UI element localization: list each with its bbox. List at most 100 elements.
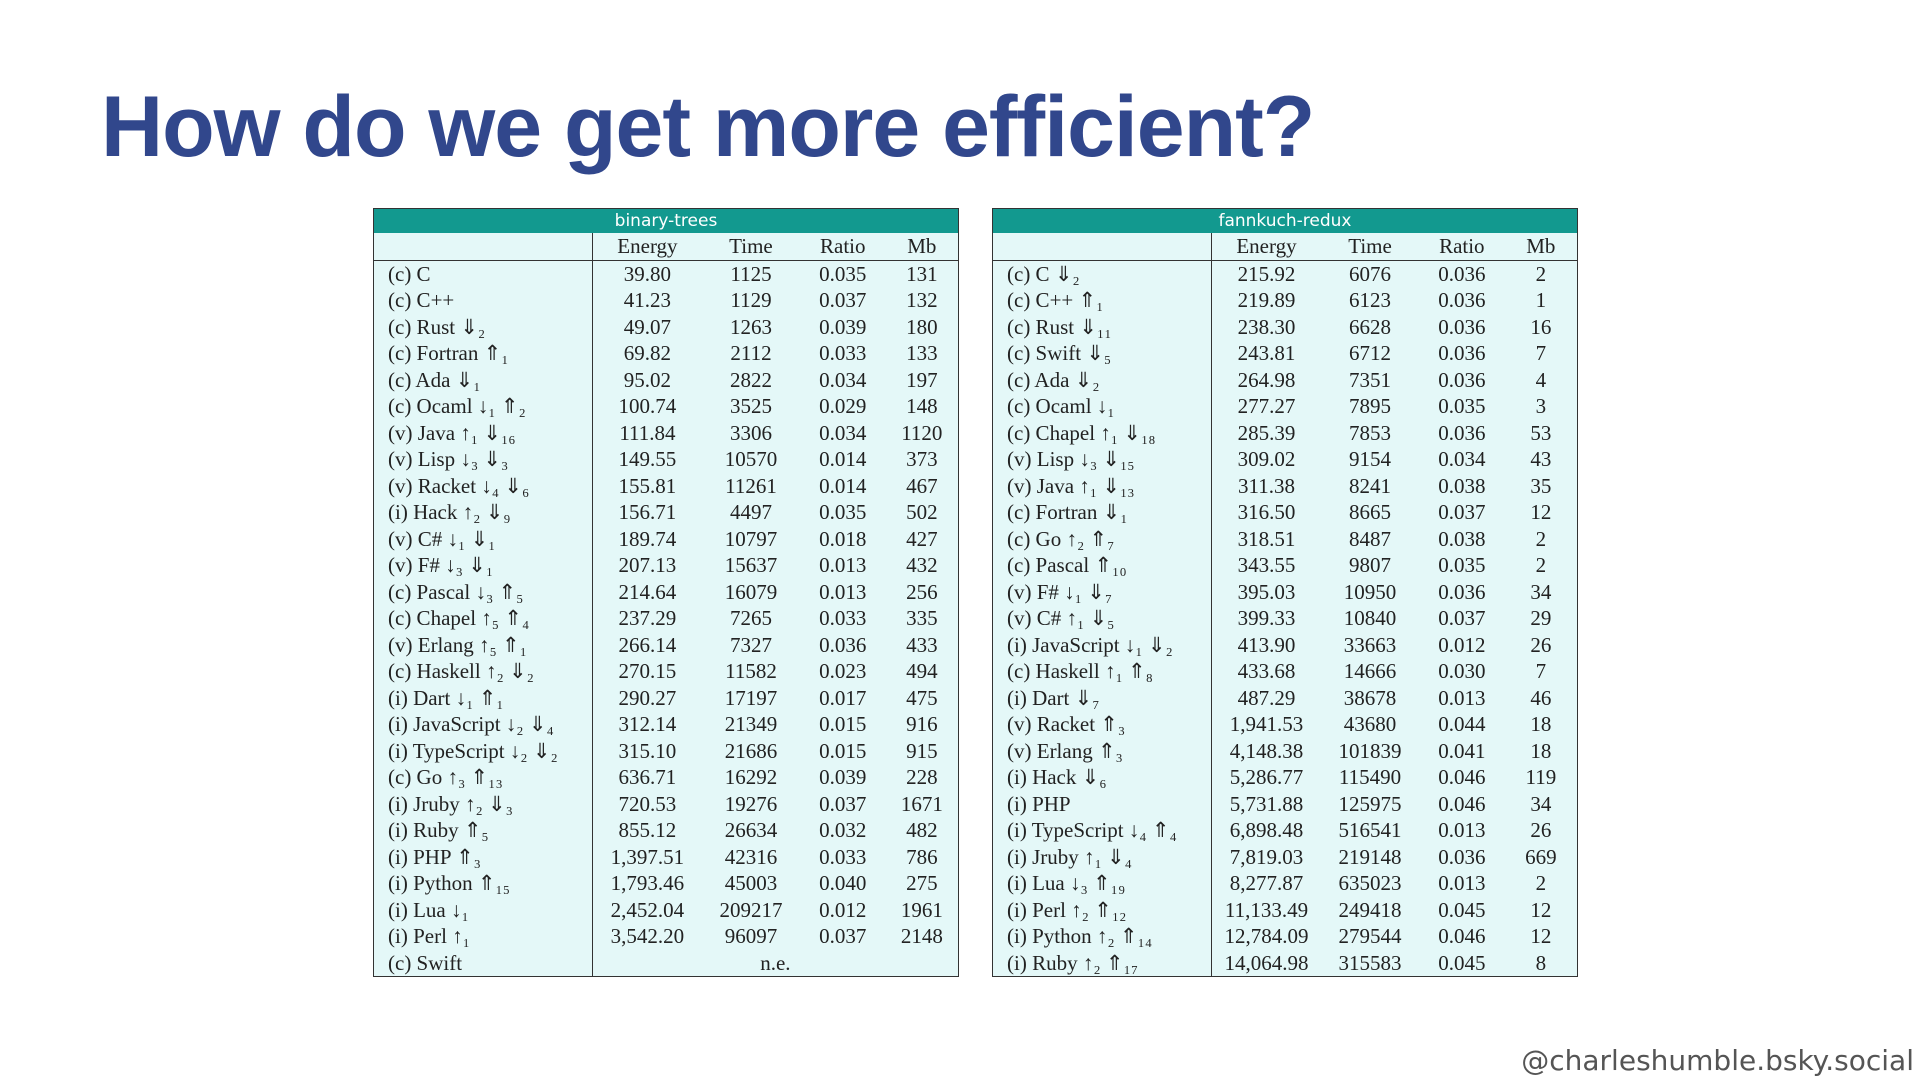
row-label: (c) C ⇓₂ <box>992 260 1212 287</box>
cell: 7,819.03 <box>1229 844 1304 869</box>
cell: 0.023 <box>819 659 867 684</box>
table-row: (c) Go ↑₃ ⇑₁₃ 636.71 16292 0.039 228 <box>373 764 959 791</box>
cell: 0.029 <box>819 394 867 419</box>
row-label: (i) JavaScript ↓₂ ⇓₄ <box>373 711 593 738</box>
cell: 3306 <box>729 420 772 445</box>
column-header: Mb <box>1504 233 1578 261</box>
cell: 2822 <box>729 367 772 392</box>
cell: 316.50 <box>1237 500 1296 525</box>
table-row: (v) Racket ⇑₃ 1,941.53 43680 0.044 18 <box>992 711 1578 738</box>
table-row: (c) Swift n.e. <box>373 949 959 977</box>
column-header: Energy <box>592 233 703 261</box>
table-row: (i) Jruby ↑₂ ⇓₃ 720.53 19276 0.037 1671 <box>373 790 959 817</box>
cell: 10840 <box>1343 606 1397 631</box>
row-label: (v) Racket ⇑₃ <box>992 711 1212 738</box>
cell: 4497 <box>729 500 772 525</box>
cell: 5,286.77 <box>1229 765 1304 790</box>
cell: 312.14 <box>618 712 677 737</box>
cell: 636.71 <box>618 765 677 790</box>
cell: 318.51 <box>1237 526 1296 551</box>
cell: 1120 <box>901 420 943 445</box>
table-row: (i) JavaScript ↓₁ ⇓₂ 413.90 33663 0.012 26 <box>992 631 1578 658</box>
cell: 9154 <box>1349 447 1392 472</box>
table-row: (c) Swift ⇓₅ 243.81 6712 0.036 7 <box>992 340 1578 367</box>
cell: 12 <box>1530 897 1552 922</box>
cell: 46 <box>1530 685 1552 710</box>
cell: 9807 <box>1349 553 1392 578</box>
cell: 7265 <box>729 606 772 631</box>
cell: 0.038 <box>1438 526 1486 551</box>
cell: 2 <box>1535 553 1547 578</box>
cell: 10797 <box>724 526 778 551</box>
cell: 0.033 <box>819 341 867 366</box>
table-row: (i) Jruby ↑₁ ⇓₄ 7,819.03 219148 0.036 669 <box>992 843 1578 870</box>
cell: 19276 <box>724 791 778 816</box>
cell: 494 <box>906 659 938 684</box>
cell: 49.07 <box>623 314 672 339</box>
cell: 4 <box>1535 367 1547 392</box>
row-label: (c) Ada ⇓₁ <box>373 366 593 393</box>
cell: 96097 <box>724 924 778 949</box>
row-label: (i) Hack ⇓₆ <box>992 764 1212 791</box>
cell: 6628 <box>1349 314 1392 339</box>
cell: 15637 <box>724 553 778 578</box>
cell: 132 <box>906 288 938 313</box>
cell: 16292 <box>724 765 778 790</box>
cell: 0.032 <box>819 818 867 843</box>
table-row: (i) Ruby ⇑₅ 855.12 26634 0.032 482 <box>373 817 959 844</box>
cell: 0.036 <box>819 632 867 657</box>
caption-row: fannkuch-redux <box>992 208 1578 233</box>
cell: 467 <box>906 473 938 498</box>
cell: 237.29 <box>618 606 677 631</box>
cell: 264.98 <box>1237 367 1296 392</box>
row-label: (i) TypeScript ↓₄ ⇑₄ <box>992 817 1212 844</box>
cell: 0.037 <box>1438 500 1486 525</box>
cell: 219.89 <box>1237 288 1296 313</box>
header-row: Energy Time Ratio Mb <box>992 233 1578 261</box>
row-label: (v) C# ↓₁ ⇓₁ <box>373 525 593 552</box>
table-row: (i) Python ↑₂ ⇑₁₄ 12,784.09 279544 0.046 12 <box>992 923 1578 950</box>
table-row: (c) Ada ⇓₁ 95.02 2822 0.034 197 <box>373 366 959 393</box>
cell: 373 <box>906 447 938 472</box>
cell: 26 <box>1530 818 1552 843</box>
cell: 16 <box>1530 314 1552 339</box>
table-row: (v) Racket ↓₄ ⇓₆ 155.81 11261 0.014 467 <box>373 472 959 499</box>
row-label: (i) Dart ⇓₇ <box>992 684 1212 711</box>
table-row: (c) Pascal ⇑₁₀ 343.55 9807 0.035 2 <box>992 552 1578 579</box>
cell: 219148 <box>1338 844 1402 869</box>
cell: 0.014 <box>819 447 867 472</box>
row-label: (i) Jruby ↑₁ ⇓₄ <box>992 843 1212 870</box>
cell: 0.013 <box>1438 685 1486 710</box>
cell: 6123 <box>1349 288 1392 313</box>
cell: 315.10 <box>618 738 677 763</box>
row-label: (i) Hack ↑₂ ⇓₉ <box>373 499 593 526</box>
cell: 100.74 <box>618 394 677 419</box>
cell: 2112 <box>730 341 772 366</box>
table-row: (c) Chapel ↑₅ ⇑₄ 237.29 7265 0.033 335 <box>373 605 959 632</box>
row-label: (v) Erlang ⇑₃ <box>992 737 1212 764</box>
table-row: (c) Go ↑₂ ⇑₇ 318.51 8487 0.038 2 <box>992 525 1578 552</box>
slide-title: How do we get more efficient? <box>101 79 1315 175</box>
cell: 228 <box>906 765 938 790</box>
cell: 290.27 <box>618 685 677 710</box>
cell: 502 <box>906 500 938 525</box>
cell: 8,277.87 <box>1229 871 1304 896</box>
cell: 0.015 <box>819 738 867 763</box>
cell: 14,064.98 <box>1224 950 1309 975</box>
cell: 0.036 <box>1438 288 1486 313</box>
cell: 3 <box>1535 394 1547 419</box>
table-row: (v) F# ↓₃ ⇓₁ 207.13 15637 0.013 432 <box>373 552 959 579</box>
cell: 209217 <box>719 897 783 922</box>
cell: 916 <box>906 712 938 737</box>
column-header <box>373 233 593 261</box>
cell: 0.035 <box>819 500 867 525</box>
row-label: (c) Pascal ↓₃ ⇑₅ <box>373 578 593 605</box>
table-row: (v) Java ↑₁ ⇓₁₃ 311.38 8241 0.038 35 <box>992 472 1578 499</box>
cell: 0.036 <box>1438 367 1486 392</box>
cell: 1961 <box>900 897 943 922</box>
cell: 101839 <box>1338 738 1402 763</box>
cell: 7327 <box>729 632 772 657</box>
cell: 0.041 <box>1438 738 1486 763</box>
cell: 149.55 <box>618 447 677 472</box>
table-row: (c) Fortran ⇓₁ 316.50 8665 0.037 12 <box>992 499 1578 526</box>
